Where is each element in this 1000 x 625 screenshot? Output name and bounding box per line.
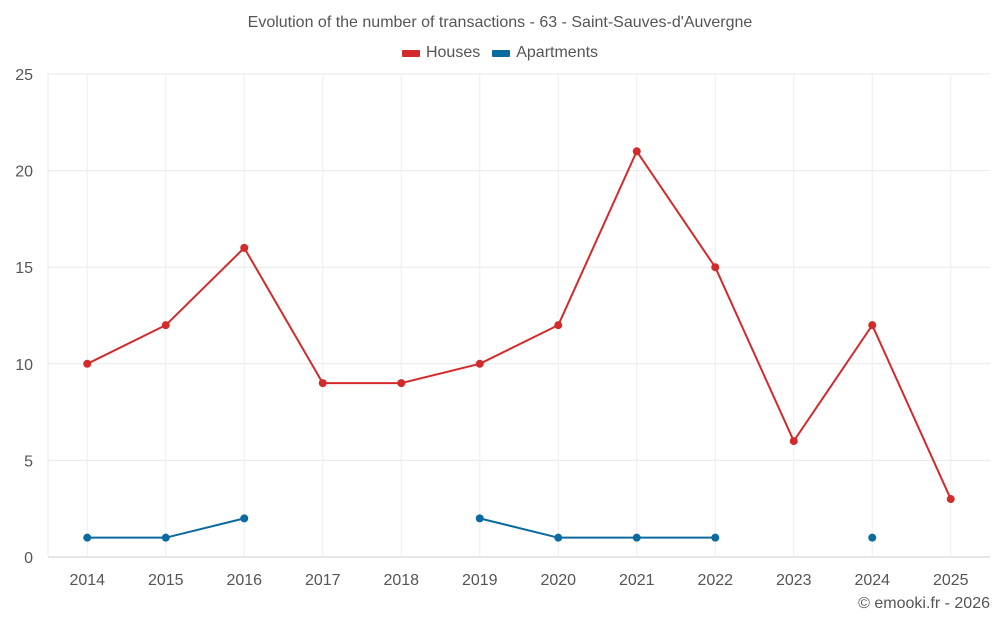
data-point-apartments	[711, 533, 720, 542]
x-tick-label: 2017	[305, 572, 341, 589]
data-point-apartments	[161, 533, 170, 542]
x-tick-label: 2014	[69, 572, 105, 589]
x-tick-label: 2023	[776, 572, 812, 589]
data-point-apartments	[240, 514, 249, 523]
legend-label-apartments: Apartments	[516, 44, 599, 61]
data-point-houses	[83, 359, 92, 368]
data-point-houses	[632, 147, 641, 156]
x-tick-label: 2016	[226, 572, 262, 589]
y-tick-label: 10	[15, 357, 33, 374]
data-point-apartments	[554, 533, 563, 542]
y-tick-label: 0	[24, 550, 33, 567]
legend: Houses Apartments	[0, 44, 1000, 62]
data-point-houses	[554, 321, 563, 330]
data-point-houses	[868, 321, 877, 330]
data-point-apartments	[83, 533, 92, 542]
legend-item-houses[interactable]: Houses	[401, 44, 481, 62]
x-tick-label: 2015	[148, 572, 184, 589]
data-point-houses	[475, 359, 484, 368]
x-tick-label: 2022	[697, 572, 733, 589]
x-tick-label: 2024	[854, 572, 890, 589]
data-point-houses	[711, 263, 720, 272]
x-tick-label: 2019	[462, 572, 498, 589]
x-tick-label: 2021	[619, 572, 655, 589]
data-point-apartments	[868, 533, 877, 542]
x-tick-label: 2020	[540, 572, 576, 589]
data-point-apartments	[632, 533, 641, 542]
series-line-houses	[86, 150, 952, 500]
y-tick-label: 20	[15, 164, 33, 181]
y-tick-label: 25	[15, 67, 33, 84]
data-point-houses	[161, 321, 170, 330]
legend-swatch-apartments	[492, 49, 511, 57]
data-point-houses	[240, 243, 249, 252]
legend-item-apartments[interactable]: Apartments	[492, 44, 598, 62]
x-tick-label: 2018	[383, 572, 419, 589]
legend-swatch-houses	[401, 49, 420, 57]
series-line-apartments	[479, 517, 716, 539]
x-tick-label: 2025	[933, 572, 969, 589]
data-point-houses	[946, 495, 955, 504]
data-point-houses	[397, 379, 406, 388]
y-tick-label: 15	[15, 260, 33, 277]
legend-label-houses: Houses	[425, 44, 481, 61]
credit-text: © emooki.fr - 2026	[858, 595, 990, 612]
y-tick-label: 5	[24, 453, 33, 470]
data-point-houses	[318, 379, 327, 388]
data-point-houses	[789, 437, 798, 446]
chart-title: Evolution of the number of transactions …	[247, 14, 753, 31]
data-point-apartments	[475, 514, 484, 523]
